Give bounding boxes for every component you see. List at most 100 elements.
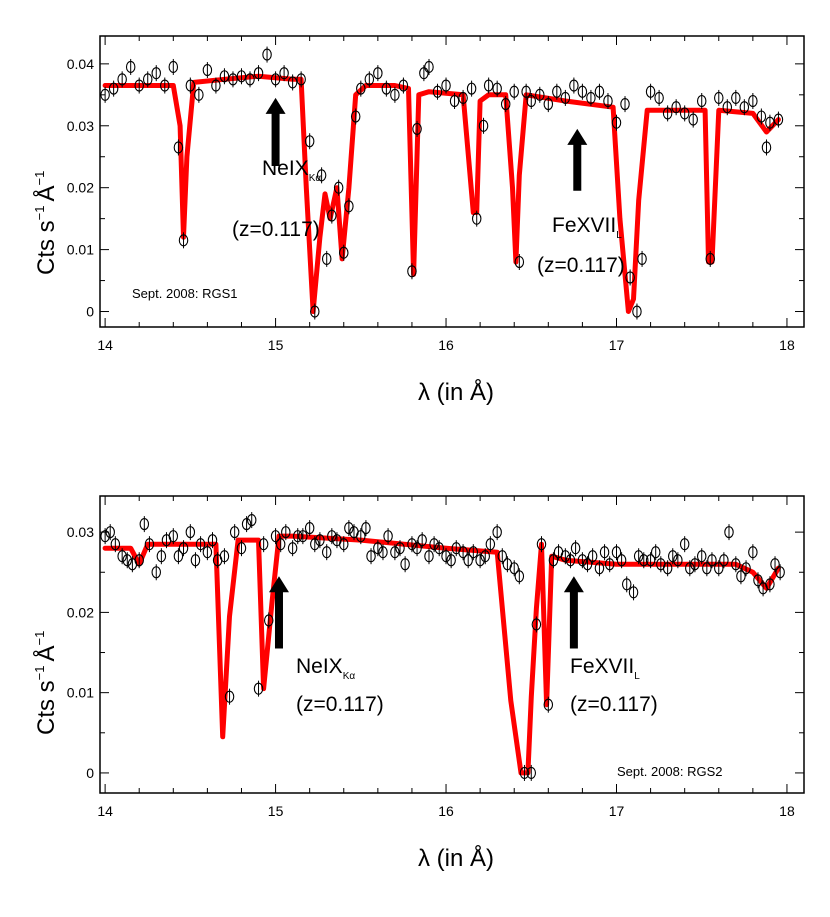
data-point [224, 688, 235, 705]
data-point [156, 548, 167, 565]
data-point [378, 544, 388, 561]
data-point [246, 512, 257, 529]
data-point [321, 544, 332, 561]
model-line-rgs1 [102, 73, 781, 314]
panel-rgs2: 14 15 16 17 18 0 0.01 0.02 0.03 NeIXKα (z=0.117… [32, 495, 805, 872]
data-point [485, 536, 496, 553]
data-point [310, 536, 320, 553]
data-point [412, 120, 422, 137]
data-point [611, 544, 622, 561]
data-point [228, 71, 238, 88]
panel-rgs1: 14 15 16 17 18 0 0.01 0.02 0.03 0.04 NeIXKα (z=0… [32, 35, 805, 406]
data-point [731, 89, 741, 106]
data-point [577, 83, 588, 100]
x-tick-label: 17 [609, 337, 625, 353]
data-point [262, 46, 272, 63]
data-point [639, 552, 649, 569]
data-point [458, 544, 468, 561]
data-point [775, 564, 785, 581]
data-point [756, 108, 767, 125]
data-point [560, 548, 571, 565]
arrow-icon [268, 576, 289, 649]
data-point [719, 552, 729, 569]
data-point [468, 544, 479, 561]
data-point [565, 552, 576, 569]
data-point [356, 528, 366, 545]
data-point [390, 544, 400, 561]
data-point [327, 207, 337, 224]
data-point [688, 111, 698, 128]
data-point [690, 556, 700, 573]
data-point [390, 86, 400, 103]
x-tick-label: 16 [438, 337, 454, 353]
data-point [344, 198, 354, 215]
data-point [526, 93, 537, 110]
data-point [671, 99, 681, 116]
data-point [662, 105, 673, 122]
data-point [339, 536, 349, 553]
x-tick-label: 18 [779, 337, 795, 353]
data-point [625, 269, 635, 286]
data-point [604, 556, 615, 573]
data-points-rgs1 [100, 46, 784, 320]
data-point [417, 532, 427, 549]
data-point [471, 210, 482, 227]
data-point [650, 544, 661, 561]
data-point [253, 680, 264, 697]
data-point [381, 80, 392, 97]
data-point [407, 536, 417, 553]
data-point [748, 544, 758, 561]
data-point [441, 77, 451, 94]
y-axis-title-rgs2: Cts s−1Å−1 [32, 631, 60, 735]
data-point [480, 548, 490, 565]
data-point [419, 65, 429, 82]
data-point [446, 552, 456, 569]
y-tick-label: 0.03 [67, 524, 94, 540]
data-point [195, 536, 206, 553]
data-point [679, 105, 690, 122]
data-point [628, 584, 639, 601]
y-tick-label: 0.04 [67, 56, 94, 72]
plot-frame-rgs2 [99, 495, 805, 794]
data-point [279, 65, 289, 82]
data-point [105, 524, 115, 541]
data-point [151, 65, 162, 82]
data-point [264, 612, 274, 629]
y-tick-label: 0 [86, 765, 94, 781]
data-point [560, 89, 571, 106]
data-point [202, 62, 213, 79]
data-point [202, 544, 213, 561]
data-point [407, 263, 417, 280]
data-point [424, 58, 434, 75]
data-point [662, 560, 673, 577]
data-point [194, 86, 204, 103]
data-point [178, 232, 189, 249]
data-point [543, 96, 554, 113]
x-tick-label: 14 [97, 803, 113, 819]
data-point [364, 71, 375, 88]
data-point [344, 520, 354, 537]
data-point [287, 74, 298, 91]
data-point [366, 548, 376, 565]
data-point [190, 552, 201, 569]
data-point [160, 77, 170, 94]
data-point [429, 536, 439, 553]
data-point [620, 96, 630, 113]
data-point [424, 548, 434, 565]
data-point [707, 552, 717, 569]
data-point [449, 93, 460, 110]
data-point [117, 71, 127, 88]
data-point [696, 548, 707, 565]
data-point [304, 133, 315, 150]
data-point [275, 536, 286, 553]
data-point [207, 532, 218, 549]
data-point [548, 552, 559, 569]
data-point [483, 77, 494, 94]
data-point [536, 536, 547, 553]
y-tick-label: 0.01 [67, 685, 94, 701]
x-tick-labels-rgs1: 14 15 16 17 18 [97, 337, 795, 353]
data-point [258, 536, 269, 553]
data-point [304, 520, 315, 537]
arrow-icon [563, 576, 584, 649]
